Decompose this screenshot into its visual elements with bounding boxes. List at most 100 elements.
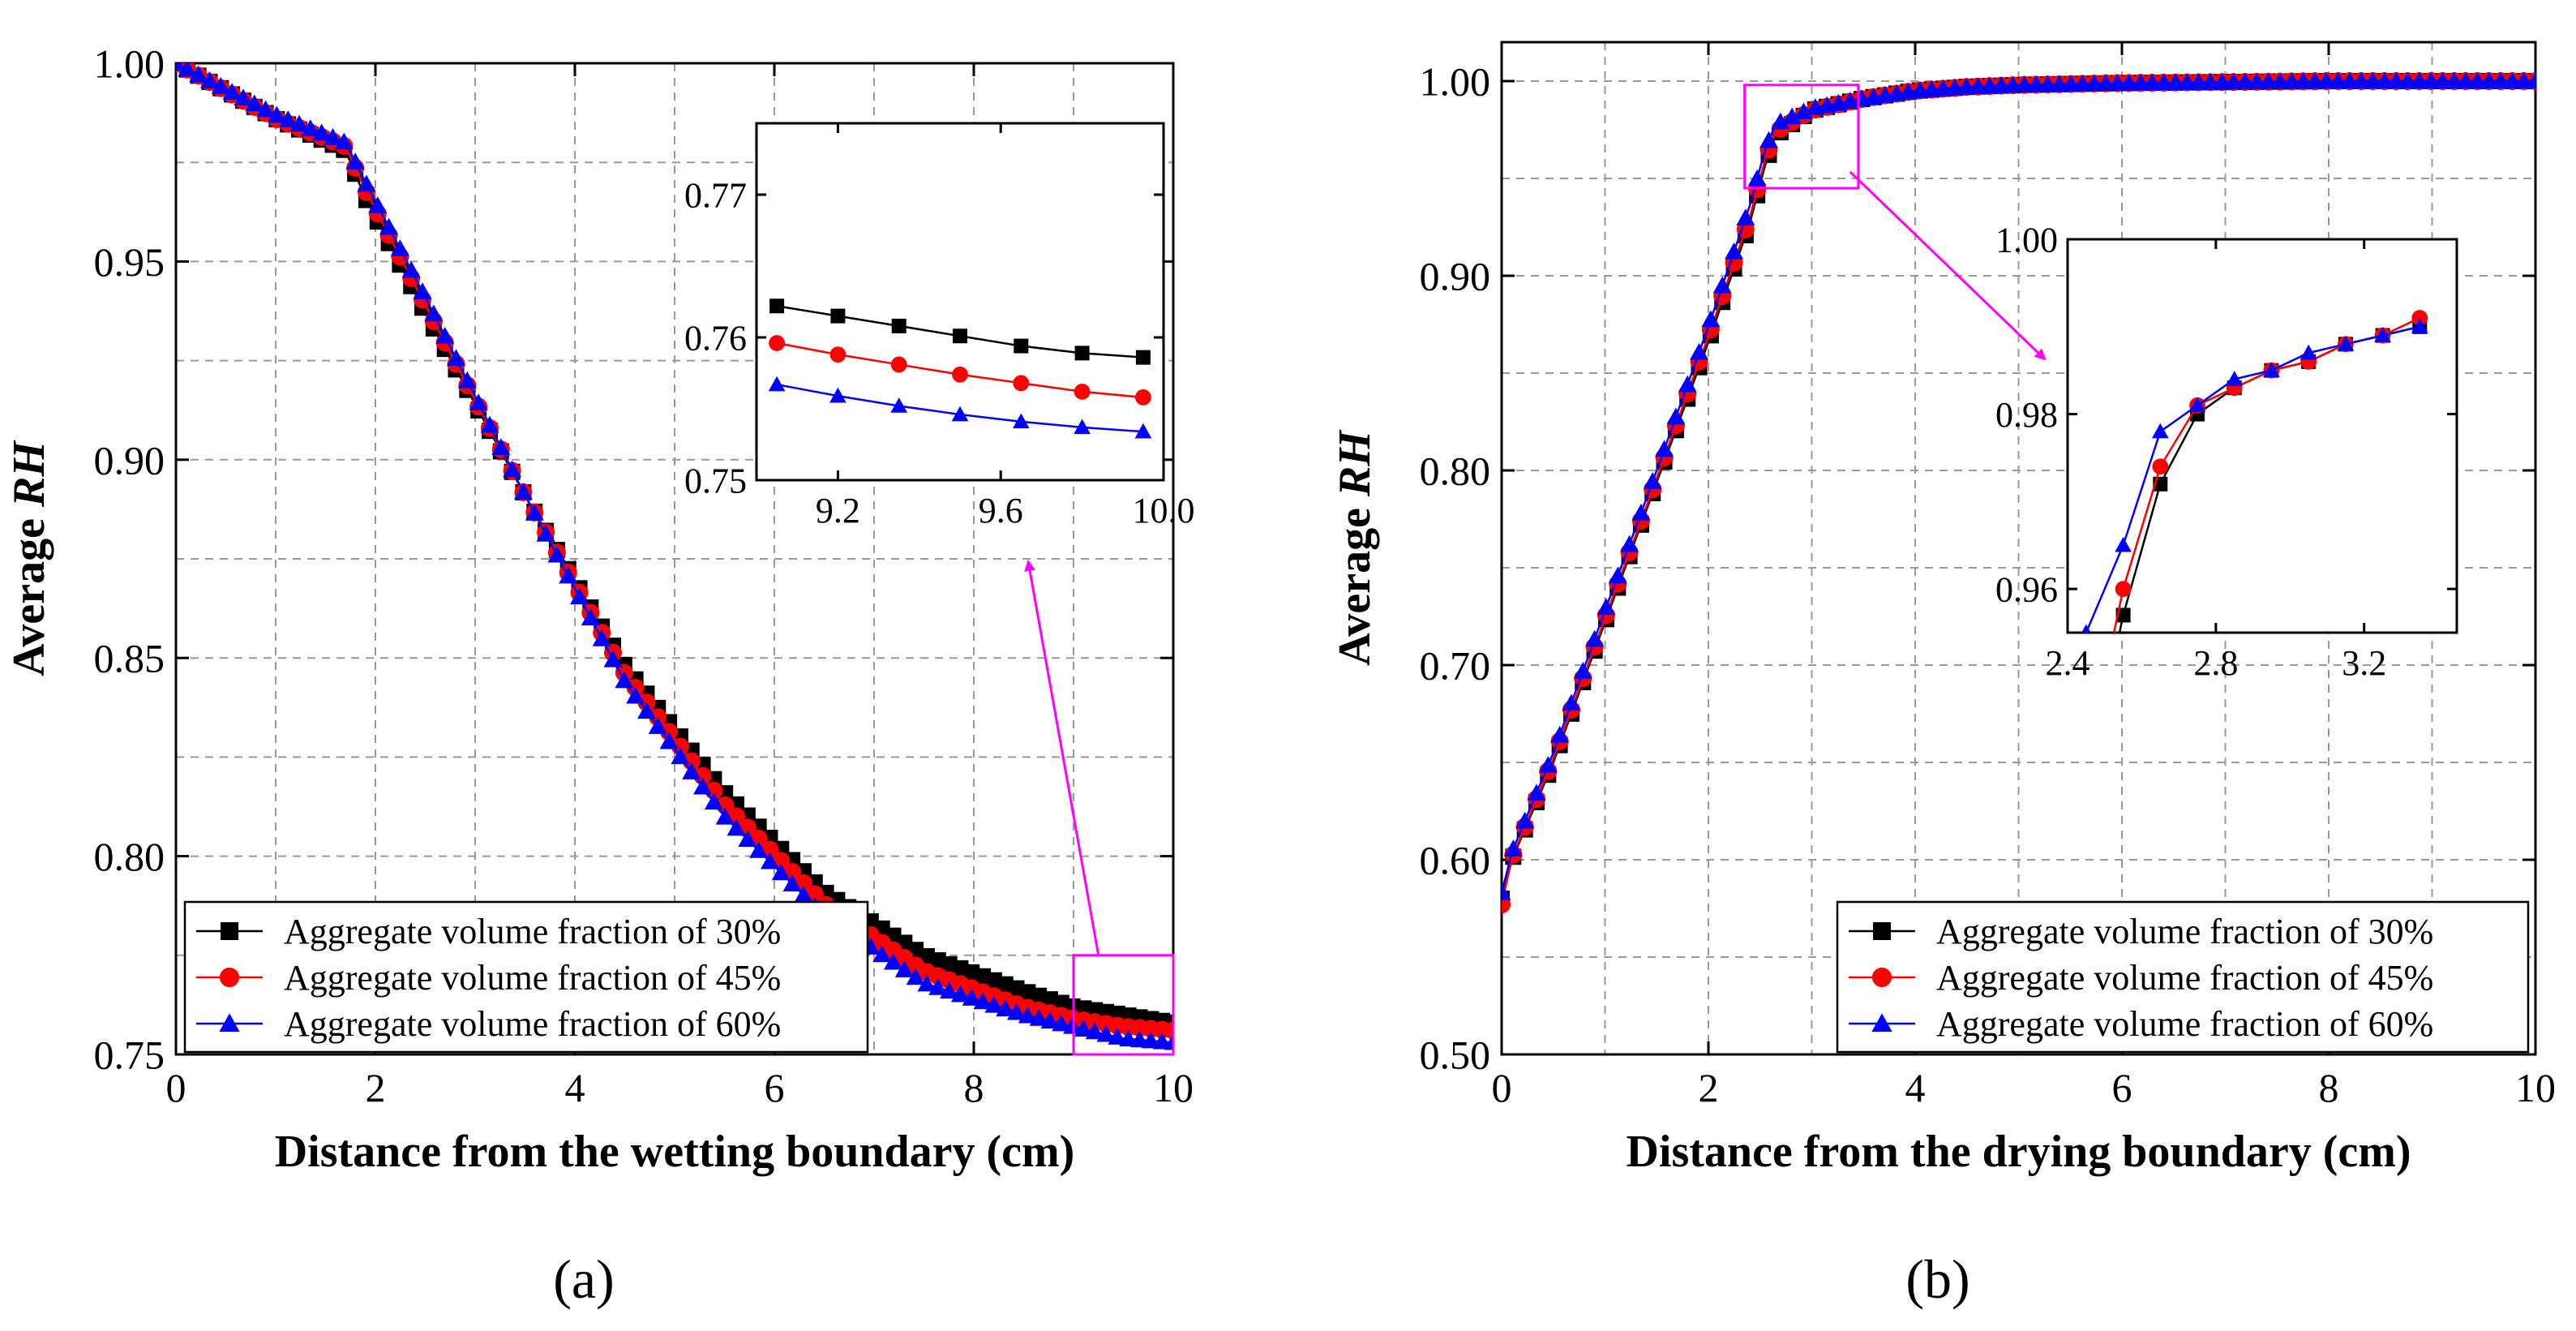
a-data-point-3 (872, 945, 892, 963)
a-inset-data-point-2 (1074, 383, 1091, 400)
a-data-point-3 (525, 504, 544, 521)
a-y-tick-label: 0.95 (94, 239, 165, 285)
b-x-tick-label: 8 (2319, 1065, 2339, 1110)
b-data-point-3 (1725, 242, 1744, 260)
a-data-point-3 (715, 807, 735, 825)
a-x-tick-label: 2 (366, 1065, 386, 1110)
a-data-point-3 (469, 393, 488, 411)
a-inset-data-point-2 (829, 346, 847, 363)
a-inset-data-point-1 (891, 318, 907, 333)
b-y-axis-title-italic: RH (1330, 430, 1380, 497)
a-data-point-3 (199, 71, 219, 88)
a-data-point-3 (1052, 1014, 1071, 1032)
a-data-point-3 (1108, 1028, 1127, 1045)
a-y-tick-label: 1.00 (94, 41, 165, 87)
b-data-point-3 (1573, 662, 1592, 679)
a-legend-marker-2 (219, 967, 240, 988)
b-inset-data-point-3 (2226, 371, 2244, 386)
a-data-point-3 (278, 110, 298, 127)
b-data-point-3 (1701, 310, 1721, 328)
b-x-tick-label: 10 (2515, 1065, 2556, 1110)
b-data-point-3 (1666, 407, 1686, 425)
b-data-point-3 (1538, 755, 1558, 773)
b-data-point-3 (1736, 208, 1755, 225)
a-data-point-3 (1029, 1009, 1048, 1026)
a-inset-data-point-3 (951, 406, 969, 422)
b-inset-chart: 2.4 2.8 3.2 0.96 0.98 1.00 (1995, 220, 2458, 885)
a-y-tick-label: 0.75 (94, 1033, 165, 1078)
a-data-point-3 (536, 525, 555, 542)
b-inset-data-point-2 (2411, 310, 2428, 326)
b-legend-box (1836, 900, 2530, 1054)
a-inset-data-point-3 (1134, 423, 1152, 439)
b-data-point-3 (1771, 112, 1790, 130)
b-legend-marker-2 (1871, 967, 1892, 988)
a-inset-background (757, 123, 1164, 480)
a-inset-data-point-1 (953, 328, 967, 344)
b-inset-data-point-3 (2081, 624, 2091, 633)
b-data-point-3 (1712, 276, 1732, 294)
a-data-point-3 (1130, 1030, 1150, 1048)
a-data-point-3 (962, 989, 981, 1006)
b-data-point-3 (1759, 131, 1778, 148)
b-inset-x-tick-label: 3.2 (2342, 643, 2386, 683)
a-legend-label-1: Aggregate volume fraction of 30% (284, 912, 781, 951)
a-inset-data-point-1 (830, 308, 846, 324)
b-y-tick-label: 1.00 (1420, 59, 1491, 105)
b-data-point-3 (1550, 725, 1570, 743)
a-legend: Aggregate volume fraction of 30% Aggregat… (183, 900, 869, 1054)
a-x-axis-title: Distance from the wetting boundary (cm) (275, 1127, 1075, 1177)
a-data-point-3 (940, 981, 959, 999)
b-zoom-arrow (1849, 170, 2047, 361)
a-data-point-3 (581, 608, 600, 625)
b-inset-x-tick-label: 2.8 (2193, 643, 2238, 683)
b-series-group (1502, 71, 2535, 914)
a-y-tick-label: 0.90 (94, 437, 165, 483)
b-data-point-3 (1502, 883, 1511, 900)
a-data-point-3 (760, 852, 779, 869)
a-data-point-3 (727, 818, 746, 836)
b-data-point-3 (1631, 503, 1651, 521)
b-data-point-3 (1643, 472, 1662, 489)
a-data-point-3 (178, 63, 197, 77)
a-data-point-3 (480, 415, 499, 433)
a-inset-data-point-3 (890, 397, 908, 413)
b-zoom-region-box (1743, 84, 1860, 190)
a-data-point-3 (413, 282, 432, 299)
b-inset-data-point-3 (2300, 344, 2317, 360)
b-data-point-3 (2526, 71, 2535, 89)
b-inset-y-tick-label: 0.96 (1995, 570, 2058, 610)
a-data-point-3 (312, 123, 332, 141)
a-data-point-3 (267, 105, 286, 123)
b-data-point-3 (1608, 566, 1627, 584)
a-data-point-3 (447, 349, 466, 367)
a-y-axis-title: Average RH (4, 440, 54, 676)
b-data-point-3 (1503, 839, 1523, 857)
b-data-point-3 (1562, 693, 1581, 711)
b-y-tick-label: 0.90 (1420, 254, 1491, 299)
b-inset-data-point-3 (2337, 335, 2355, 351)
b-inset-data-point-3 (2411, 318, 2428, 334)
a-data-point-3 (615, 671, 634, 689)
b-x-axis-title: Distance from the drying boundary (cm) (1626, 1127, 2411, 1177)
a-inset-data-point-3 (1012, 413, 1030, 429)
a-data-point-3 (379, 217, 399, 235)
a-data-point-3 (289, 114, 309, 132)
a-data-point-3 (457, 371, 477, 389)
b-inset-series-group (2060, 310, 2428, 885)
a-data-point-3 (547, 545, 567, 563)
b-inset-data-point-1 (2060, 870, 2075, 885)
a-data-point-3 (636, 702, 656, 719)
a-legend-label-2: Aggregate volume fraction of 45% (284, 958, 781, 998)
a-data-point-3 (749, 841, 769, 858)
a-legend-box (183, 900, 869, 1054)
b-inset-data-point-3 (2151, 423, 2169, 439)
a-inset-plot-frame (755, 122, 1165, 482)
a-inset-x-tick-label: 9.6 (979, 491, 1023, 530)
b-inset-plot-frame (2066, 238, 2458, 634)
b-data-point-3 (1515, 811, 1535, 829)
a-data-point-3 (390, 239, 409, 256)
a-inset-data-point-3 (1074, 419, 1091, 435)
a-data-point-3 (222, 83, 242, 100)
